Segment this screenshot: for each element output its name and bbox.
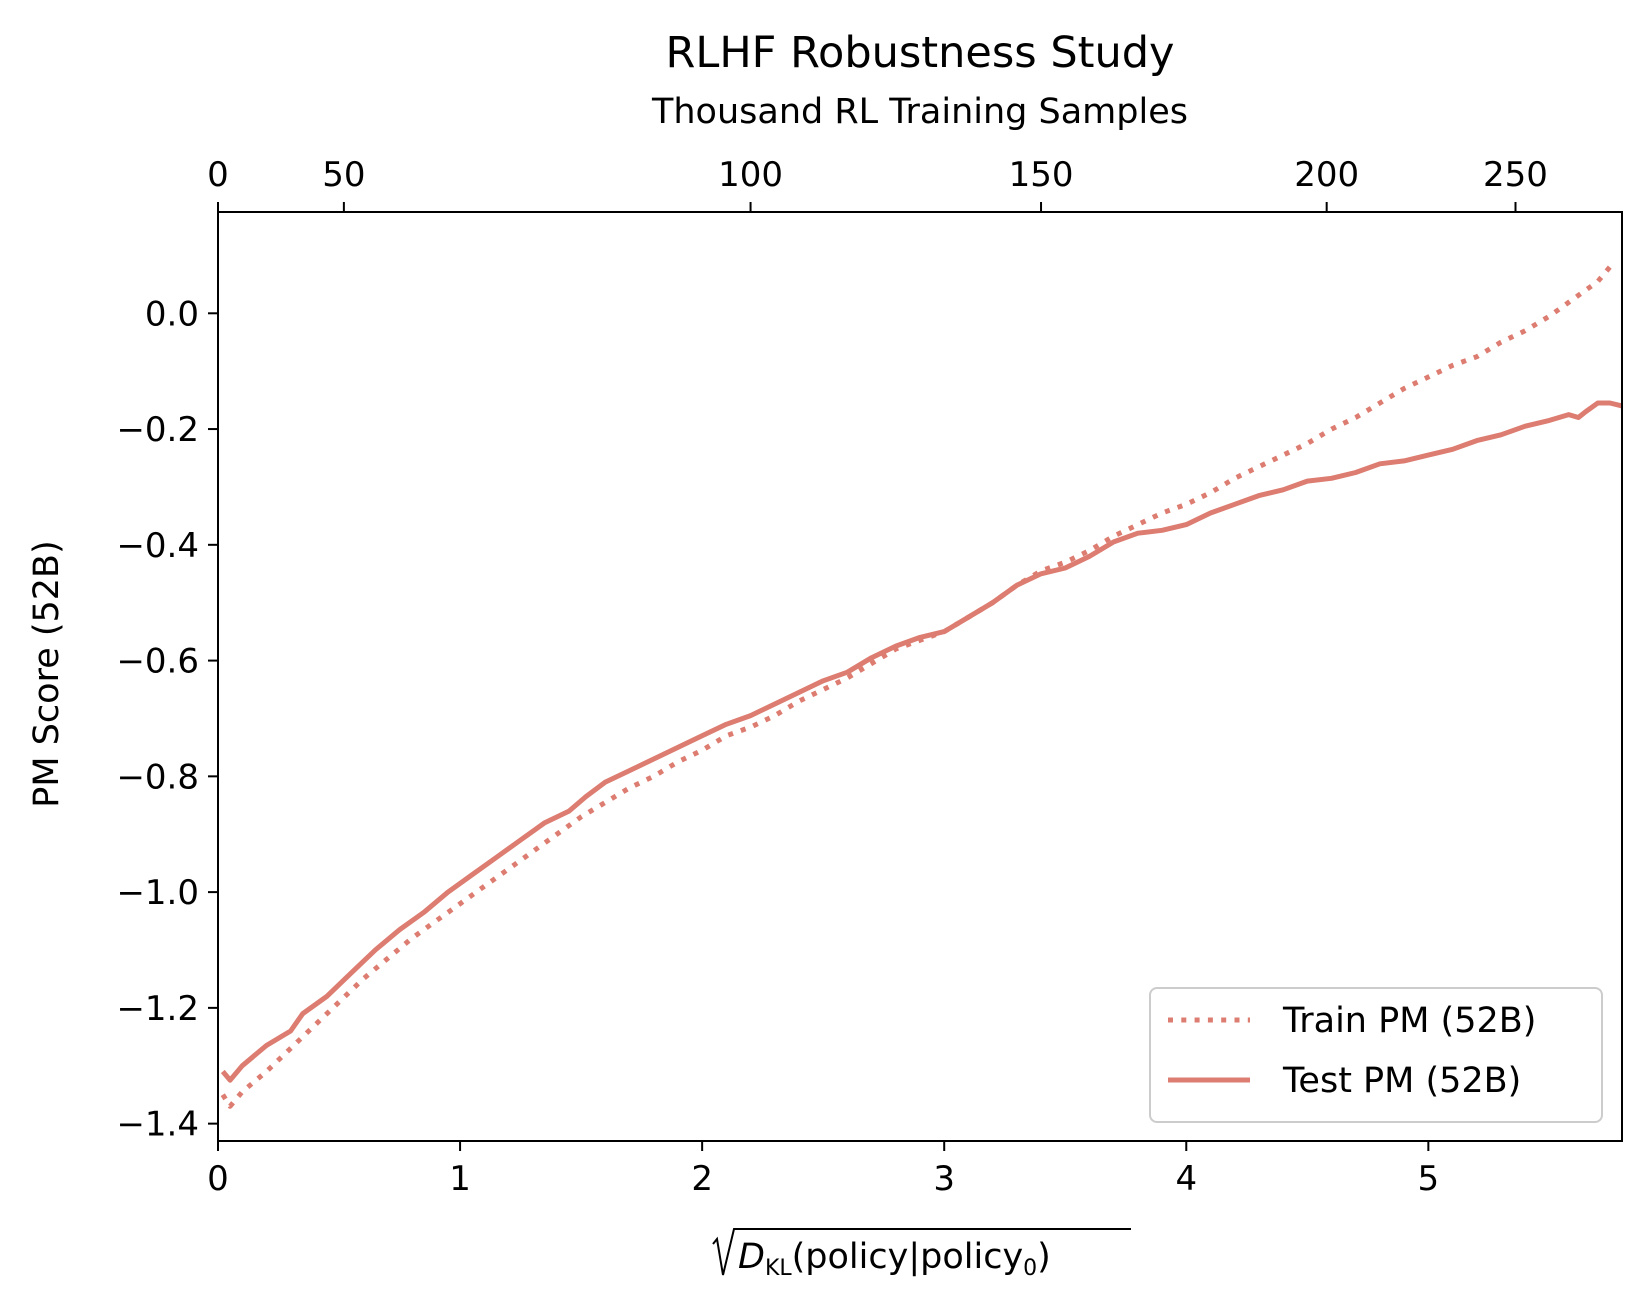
x-tick-label: 3 (933, 1159, 955, 1199)
sqrt-symbol (712, 1228, 1131, 1276)
top-x-tick-label: 50 (322, 155, 365, 195)
top-x-tick-label: 0 (207, 155, 229, 195)
svg-text:DKL(policy|policy0): DKL(policy|policy0) (738, 1237, 1051, 1281)
y-tick-label: −0.8 (116, 757, 199, 797)
x-tick-label: 0 (207, 1159, 229, 1199)
x-label-d: D (738, 1237, 765, 1277)
legend-frame (1149, 987, 1603, 1123)
top-axis-label: Thousand RL Training Samples (651, 92, 1188, 132)
axes: 0 1 2 3 4 50.0−0.2−0.4−0.6−0.8−1.0−1.2−1.40 50… (116, 155, 1623, 1199)
top-x-tick-label: 150 (1009, 155, 1074, 195)
y-tick-label: −0.2 (116, 410, 199, 450)
top-x-tick-label: 100 (718, 155, 783, 195)
x-label-sub-kl: KL (765, 1256, 792, 1281)
top-x-tick-label: 250 (1483, 155, 1548, 195)
y-tick-label: −1.4 (116, 1105, 199, 1145)
x-label-suffix: ) (1037, 1237, 1051, 1277)
y-tick-label: 0.0 (145, 294, 199, 334)
legend: Train PM (52B) Test PM (52B) (1149, 987, 1603, 1123)
y-tick-label: −0.4 (116, 526, 199, 566)
plot-area (220, 259, 1623, 1109)
y-tick-label: −1.2 (116, 989, 199, 1029)
plot-frame (217, 211, 1623, 1142)
y-tick-label: −1.0 (116, 873, 199, 913)
top-x-tick-label: 200 (1294, 155, 1359, 195)
legend-label-train: Train PM (52B) (1282, 1001, 1536, 1041)
x-label-sub-0: 0 (1023, 1256, 1037, 1281)
y-axis-label: PM Score (52B) (27, 540, 67, 807)
x-tick-label: 4 (1175, 1159, 1197, 1199)
x-label-middle: (policy|policy (792, 1237, 1024, 1277)
train-pm-line (220, 259, 1617, 1109)
x-tick-label: 5 (1418, 1159, 1440, 1199)
x-axis-label: DKL(policy|policy0) (712, 1228, 1131, 1281)
legend-label-test: Test PM (52B) (1282, 1061, 1521, 1101)
chart-title: RLHF Robustness Study (666, 28, 1175, 78)
y-tick-label: −0.6 (116, 642, 199, 682)
x-tick-label: 1 (449, 1159, 471, 1199)
test-pm-line (220, 400, 1623, 1083)
x-tick-label: 2 (691, 1159, 713, 1199)
